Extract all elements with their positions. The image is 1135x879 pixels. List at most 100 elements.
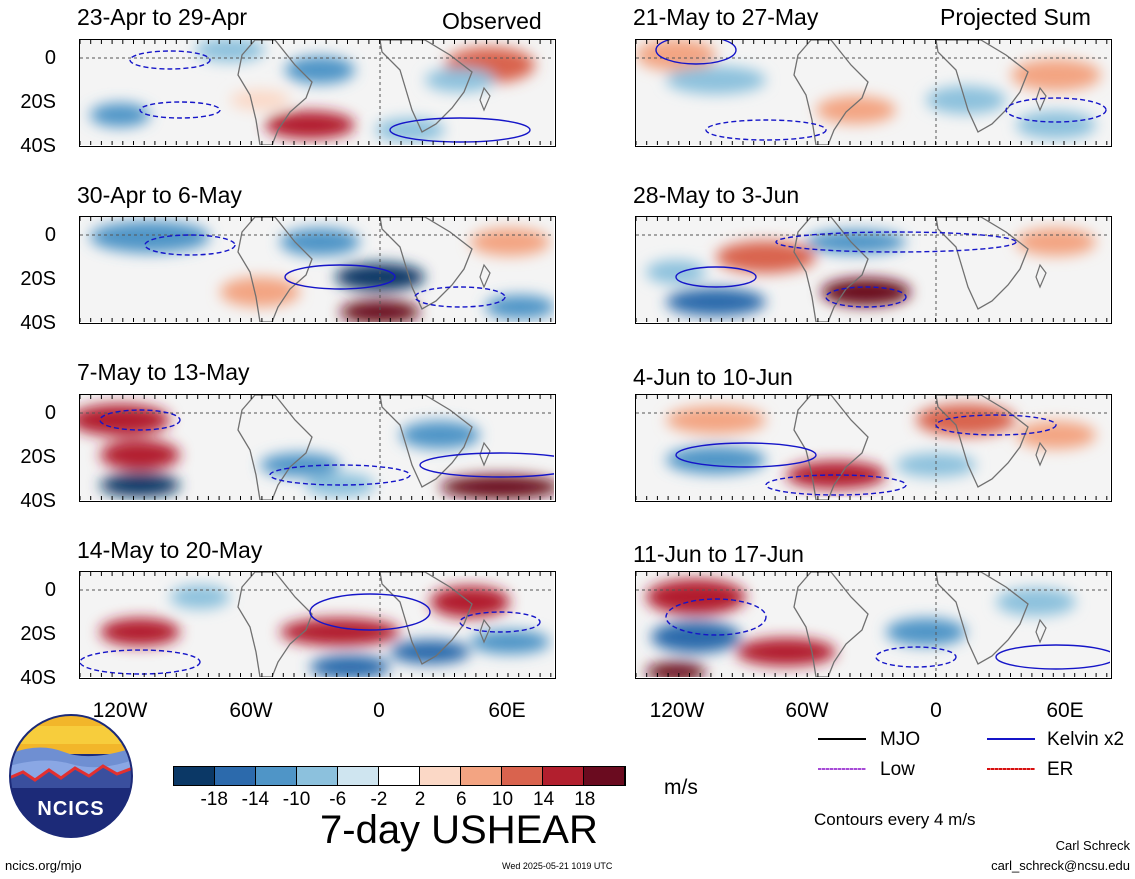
colorbar-tick-label: -14: [241, 789, 270, 810]
lon-label: 0: [373, 699, 385, 722]
projected-sum-label: Projected Sum: [940, 4, 1091, 30]
map-panel: [635, 216, 1112, 324]
anomaly-blob: [195, 40, 265, 62]
anomaly-blob: [305, 473, 375, 497]
anomaly-blob: [816, 96, 896, 124]
anomaly-blob: [310, 655, 390, 677]
kelvin-contour: [99, 409, 181, 431]
anomaly-blob: [666, 288, 766, 316]
lon-label: 0: [930, 699, 942, 722]
colorbar-tick-label: 2: [414, 789, 426, 810]
panel-title: 23-Apr to 29-Apr: [77, 4, 248, 30]
colorbar-labels: -18 -14 -10 -6 -2 2 6 10 14 18: [173, 790, 626, 812]
madagascar-outline: [1035, 618, 1047, 644]
lat-label: 0: [44, 224, 56, 246]
panel-title: 4-Jun to 10-Jun: [633, 364, 793, 390]
lon-label: 60W: [229, 699, 273, 722]
anomaly-map: [80, 572, 554, 677]
south-america-outline: [237, 395, 313, 500]
anomaly-blob: [400, 421, 480, 449]
lat-label: 20S: [20, 446, 56, 468]
lon-label: 120W: [649, 699, 705, 722]
anomaly-blob: [375, 118, 445, 142]
africa-outline: [935, 217, 1029, 310]
anomaly-blob: [285, 56, 355, 84]
kelvin-contour: [414, 286, 506, 308]
south-america-outline: [793, 217, 869, 322]
lat-label: 20S: [20, 91, 56, 113]
kelvin-contour: [419, 452, 554, 478]
anomaly-blob: [280, 228, 360, 256]
colorbar-swatch: [338, 767, 379, 785]
anomaly-map: [80, 40, 554, 145]
anomaly-blob: [821, 278, 911, 306]
kelvin-contour: [1005, 97, 1107, 123]
south-america-outline: [237, 217, 313, 322]
kelvin-contour: [269, 464, 411, 486]
lat-label: 40S: [20, 135, 56, 157]
legend-kelvin-label: Kelvin x2: [1047, 729, 1125, 750]
colorbar-swatch: [297, 767, 338, 785]
kelvin-contour: [655, 40, 737, 65]
kelvin-contour: [389, 117, 531, 143]
anomaly-blob: [666, 66, 766, 94]
kelvin-contour: [459, 611, 541, 633]
anomaly-blob: [90, 221, 210, 253]
africa-outline: [935, 40, 1029, 133]
colorbar-tick-label: -10: [282, 789, 311, 810]
units-label: m/s: [664, 776, 698, 799]
lat-label: 20S: [20, 623, 56, 645]
lat-label: 20S: [20, 268, 56, 290]
anomaly-map: [636, 395, 1110, 500]
kelvin-contour: [284, 264, 396, 290]
lat-label: 40S: [20, 667, 56, 689]
legend-er-label: ER: [1047, 759, 1074, 780]
africa-outline: [935, 395, 1029, 488]
kelvin-contour: [80, 649, 201, 675]
anomaly-blob: [100, 473, 180, 497]
anomaly-blob: [220, 277, 300, 307]
anomaly-blob: [636, 40, 716, 71]
anomaly-blob: [440, 475, 554, 499]
lon-label: 60E: [1046, 699, 1084, 722]
kelvin-contour: [995, 644, 1110, 670]
anomaly-blob: [646, 260, 706, 284]
south-america-outline: [793, 572, 869, 677]
anomaly-blob: [716, 241, 816, 273]
er-line: [987, 768, 1035, 770]
colorbar-tick-label: 18: [574, 789, 596, 810]
footer-url: ncics.org/mjo: [5, 858, 82, 873]
anomaly-blob: [90, 103, 150, 127]
anomaly-blob: [265, 111, 355, 139]
kelvin-contour: [705, 119, 827, 141]
anomaly-blob: [425, 68, 495, 92]
anomaly-blob: [100, 440, 180, 470]
lat-label: 40S: [20, 312, 56, 334]
anomaly-blob: [896, 453, 976, 477]
madagascar-outline: [479, 441, 491, 467]
colorbar-swatch: [461, 767, 502, 785]
anomaly-blob: [280, 618, 400, 646]
colorbar-tick-label: 6: [455, 789, 467, 810]
lat-label: 40S: [20, 490, 56, 512]
lat-label: 0: [44, 402, 56, 424]
mjo-line: [818, 738, 866, 740]
lon-label: 120W: [92, 699, 148, 722]
panel-title: 28-May to 3-Jun: [633, 182, 800, 208]
map-panel: [79, 571, 556, 679]
south-america-outline: [793, 395, 869, 500]
map-panel: [635, 394, 1112, 502]
lat-label: 0: [44, 47, 56, 69]
anomaly-map: [636, 40, 1110, 145]
chart-title: 7-day USHEAR: [320, 808, 598, 852]
colorbar-swatch: [420, 767, 461, 785]
anomaly-map: [80, 217, 554, 322]
anomaly-blob: [996, 588, 1076, 616]
madagascar-outline: [479, 263, 491, 289]
anomaly-blob: [786, 461, 886, 489]
africa-outline: [379, 395, 473, 488]
map-panel: [79, 394, 556, 502]
panel-title: 7-May to 13-May: [77, 359, 250, 385]
colorbar-swatch: [256, 767, 297, 785]
kelvin-contour: [129, 50, 211, 70]
